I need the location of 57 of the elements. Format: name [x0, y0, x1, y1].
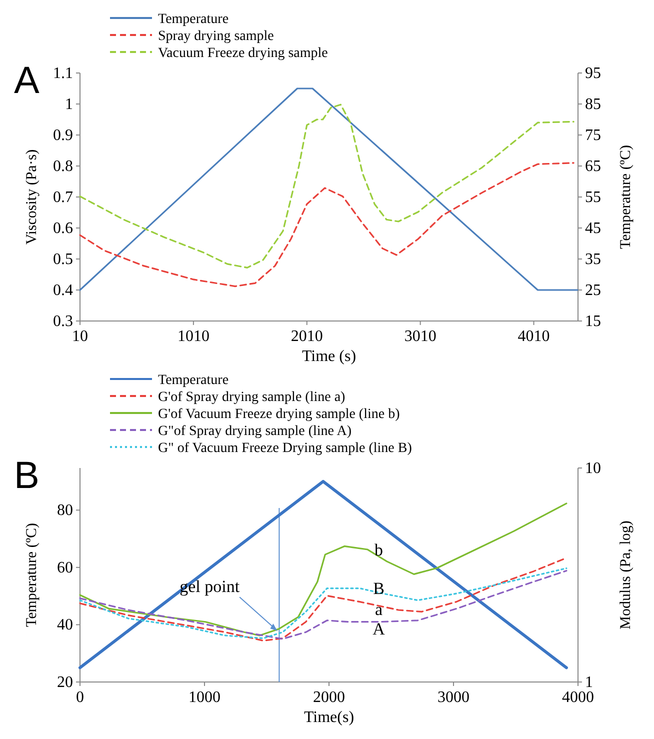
y-axis-title: Viscosity (Pa·s) [24, 149, 40, 245]
y-axis-title: Temperature (ºC) [24, 523, 40, 627]
y-tick-label: 40 [57, 616, 73, 634]
x-tick-label: 2010 [290, 328, 323, 345]
y-tick-label: 0.9 [53, 127, 73, 144]
y2-axis-title: Temperature (ºC) [618, 145, 634, 249]
x-tick-label: 3000 [438, 689, 470, 706]
x-tick-label: 2000 [313, 689, 345, 706]
chart-title: A [14, 60, 40, 102]
y2-tick-label: 35 [585, 251, 601, 268]
legend-label: G'of Vacuum Freeze drying sample (line b) [158, 407, 400, 422]
x-tick-label: 10 [72, 328, 88, 345]
x-axis-title: Time (s) [302, 348, 356, 365]
y-tick-label: 0.8 [53, 158, 73, 175]
y2-tick-label: 85 [585, 96, 601, 113]
annotation: A [372, 620, 386, 638]
line-series [79, 162, 574, 288]
y2-tick-label: 10 [585, 460, 601, 477]
y-tick-label: 60 [57, 559, 73, 576]
y-tick-label: 0.4 [53, 282, 73, 299]
legend-label: Vacuum Freeze drying sample [158, 46, 328, 61]
y2-tick-label: 75 [585, 127, 601, 144]
y-tick-label: 80 [57, 502, 73, 520]
x-tick-label: 4000 [562, 689, 594, 706]
y2-tick-label: 95 [585, 65, 601, 82]
y-tick-label: 0.7 [53, 189, 73, 206]
y-tick-label: 0.3 [53, 313, 73, 330]
x-tick-label: 0 [76, 689, 84, 706]
legend-label: Temperature [158, 373, 229, 388]
line-series [79, 104, 574, 268]
legend-label: G'of Spray drying sample (line a) [158, 390, 346, 405]
x-tick-label: 1010 [177, 328, 210, 345]
legend-label: Temperature [158, 12, 229, 27]
y2-tick-label: 45 [585, 220, 601, 237]
x-axis-title: Time(s) [304, 709, 354, 726]
y-tick-label: 0.5 [53, 251, 73, 268]
y-tick-label: 1 [65, 96, 73, 113]
annotation: b [374, 540, 384, 560]
y2-tick-label: 25 [585, 282, 601, 299]
annotation: B [373, 578, 384, 598]
y2-tick-label: 1 [585, 674, 593, 691]
legend-label: G"of Spray drying sample (line A) [158, 424, 352, 439]
y2-tick-label: 15 [585, 313, 601, 330]
y2-tick-label: 65 [585, 158, 601, 175]
chart-title: B [14, 455, 40, 497]
x-tick-label: 4010 [518, 328, 550, 345]
legend-label: G" of Vacuum Freeze Drying sample (line B) [158, 441, 412, 456]
line-series [79, 502, 568, 636]
x-tick-label: 1000 [188, 689, 220, 706]
legend-label: Spray drying sample [158, 29, 274, 44]
y-tick-label: 0.6 [53, 220, 73, 237]
x-tick-label: 3010 [404, 328, 436, 345]
y2-axis-title: Modulus (Pa, log) [618, 520, 634, 630]
annotation: a [375, 600, 384, 620]
y-tick-label: 20 [57, 674, 73, 691]
y2-tick-label: 55 [585, 189, 601, 206]
y-tick-label: 1.1 [53, 65, 73, 82]
